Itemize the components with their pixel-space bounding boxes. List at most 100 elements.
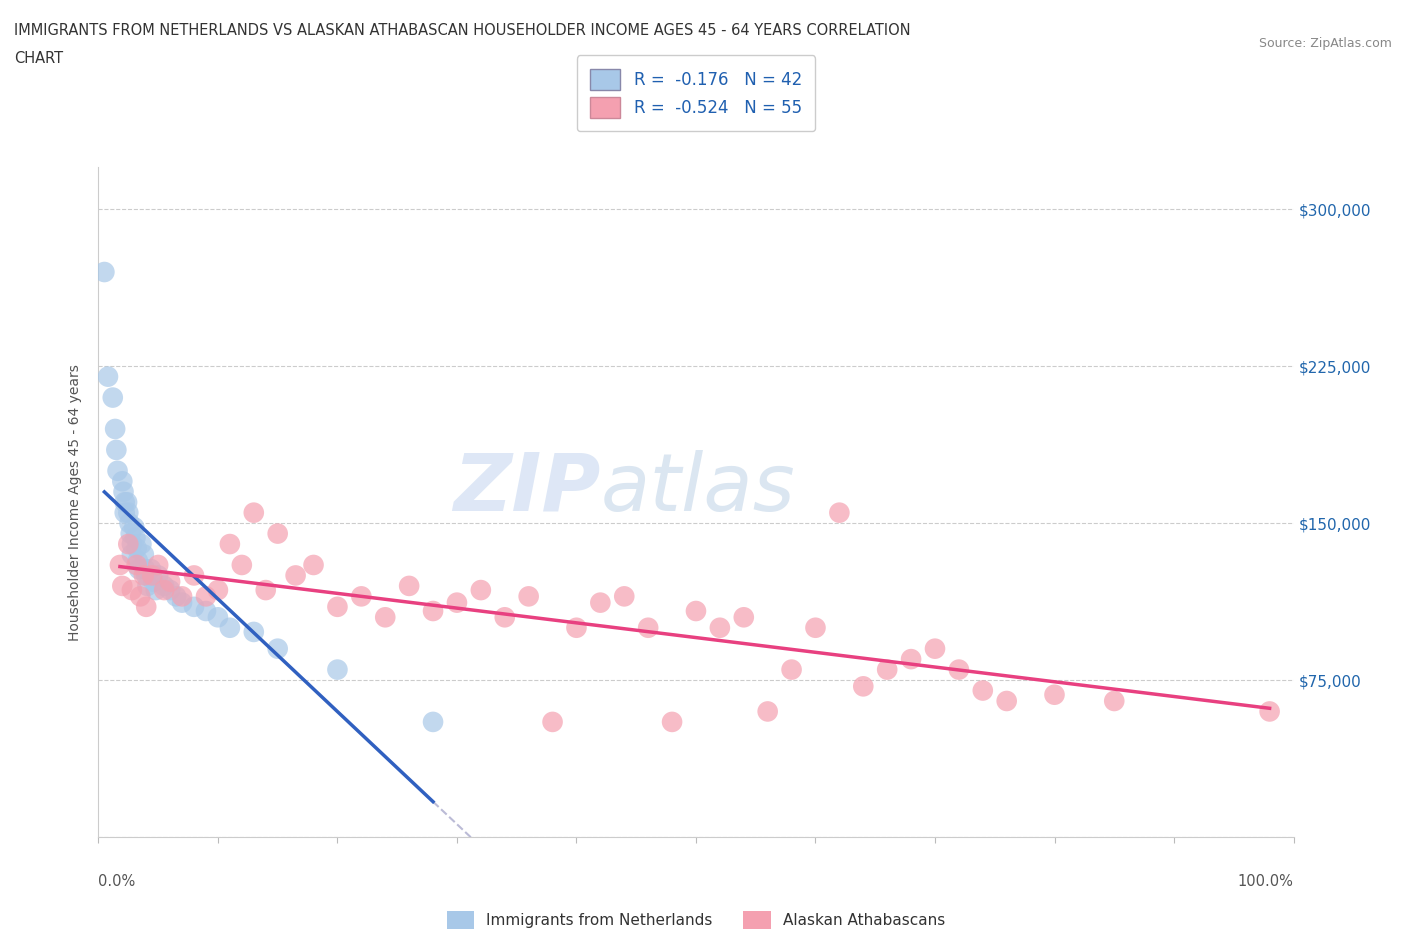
Point — [159, 575, 181, 590]
Point — [135, 568, 157, 583]
Point — [97, 369, 120, 384]
Point — [398, 578, 420, 593]
Point — [107, 463, 129, 478]
Point — [1043, 687, 1066, 702]
Point — [183, 600, 205, 615]
Legend: Immigrants from Netherlands, Alaskan Athabascans: Immigrants from Netherlands, Alaskan Ath… — [439, 904, 953, 930]
Point — [900, 652, 922, 667]
Text: IMMIGRANTS FROM NETHERLANDS VS ALASKAN ATHABASCAN HOUSEHOLDER INCOME AGES 45 - 6: IMMIGRANTS FROM NETHERLANDS VS ALASKAN A… — [14, 23, 911, 38]
Text: ZIP: ZIP — [453, 450, 600, 528]
Point — [121, 582, 143, 598]
Point — [972, 683, 994, 698]
Point — [517, 589, 540, 604]
Point — [284, 568, 307, 583]
Point — [131, 537, 153, 551]
Point — [101, 391, 124, 405]
Point — [132, 547, 155, 562]
Point — [565, 620, 588, 635]
Point — [231, 558, 253, 573]
Point — [104, 421, 127, 436]
Point — [111, 578, 134, 593]
Point — [350, 589, 373, 604]
Point — [207, 582, 229, 598]
Point — [114, 495, 136, 510]
Point — [125, 541, 148, 556]
Point — [136, 578, 159, 593]
Point — [302, 558, 325, 573]
Point — [267, 642, 290, 657]
Point — [685, 604, 707, 618]
Point — [121, 547, 143, 562]
Point — [422, 604, 444, 618]
Point — [876, 662, 898, 677]
Point — [267, 526, 290, 541]
Point — [243, 625, 266, 640]
Point — [1102, 694, 1125, 709]
Text: CHART: CHART — [14, 51, 63, 66]
Point — [661, 714, 683, 729]
Point — [374, 610, 396, 625]
Point — [118, 516, 141, 531]
Point — [105, 443, 128, 458]
Point — [172, 589, 194, 604]
Point — [828, 505, 851, 520]
Point — [637, 620, 659, 635]
Point — [243, 505, 266, 520]
Point — [948, 662, 970, 677]
Point — [124, 520, 146, 535]
Point — [134, 562, 156, 577]
Text: 0.0%: 0.0% — [98, 874, 135, 889]
Point — [183, 568, 205, 583]
Point — [129, 589, 152, 604]
Point — [135, 600, 157, 615]
Point — [1258, 704, 1281, 719]
Point — [145, 582, 167, 598]
Point — [613, 589, 636, 604]
Point — [541, 714, 564, 729]
Point — [159, 582, 181, 598]
Point — [139, 562, 162, 577]
Point — [142, 575, 165, 590]
Point — [924, 642, 946, 657]
Point — [470, 582, 492, 598]
Point — [254, 582, 277, 598]
Point — [125, 558, 148, 573]
Point — [756, 704, 779, 719]
Point — [148, 568, 170, 583]
Point — [194, 604, 218, 618]
Point — [326, 600, 349, 615]
Point — [995, 694, 1018, 709]
Point — [804, 620, 827, 635]
Point — [108, 558, 131, 573]
Point — [446, 595, 468, 610]
Y-axis label: Householder Income Ages 45 - 64 years: Householder Income Ages 45 - 64 years — [69, 364, 83, 641]
Point — [132, 568, 155, 583]
Point — [93, 265, 115, 280]
Point — [128, 562, 150, 577]
Point — [165, 589, 187, 604]
Point — [121, 537, 143, 551]
Point — [589, 595, 612, 610]
Point — [114, 505, 136, 520]
Point — [494, 610, 516, 625]
Point — [172, 595, 194, 610]
Point — [115, 495, 138, 510]
Point — [194, 589, 218, 604]
Point — [780, 662, 803, 677]
Point — [219, 537, 242, 551]
Point — [127, 553, 149, 568]
Text: Source: ZipAtlas.com: Source: ZipAtlas.com — [1258, 37, 1392, 50]
Point — [117, 505, 139, 520]
Point — [117, 537, 139, 551]
Point — [219, 620, 242, 635]
Point — [111, 474, 134, 489]
Point — [153, 578, 176, 593]
Point — [153, 582, 176, 598]
Point — [709, 620, 731, 635]
Point — [141, 568, 163, 583]
Point — [120, 526, 142, 541]
Point — [124, 530, 146, 545]
Point — [207, 610, 229, 625]
Point — [422, 714, 444, 729]
Point — [326, 662, 349, 677]
